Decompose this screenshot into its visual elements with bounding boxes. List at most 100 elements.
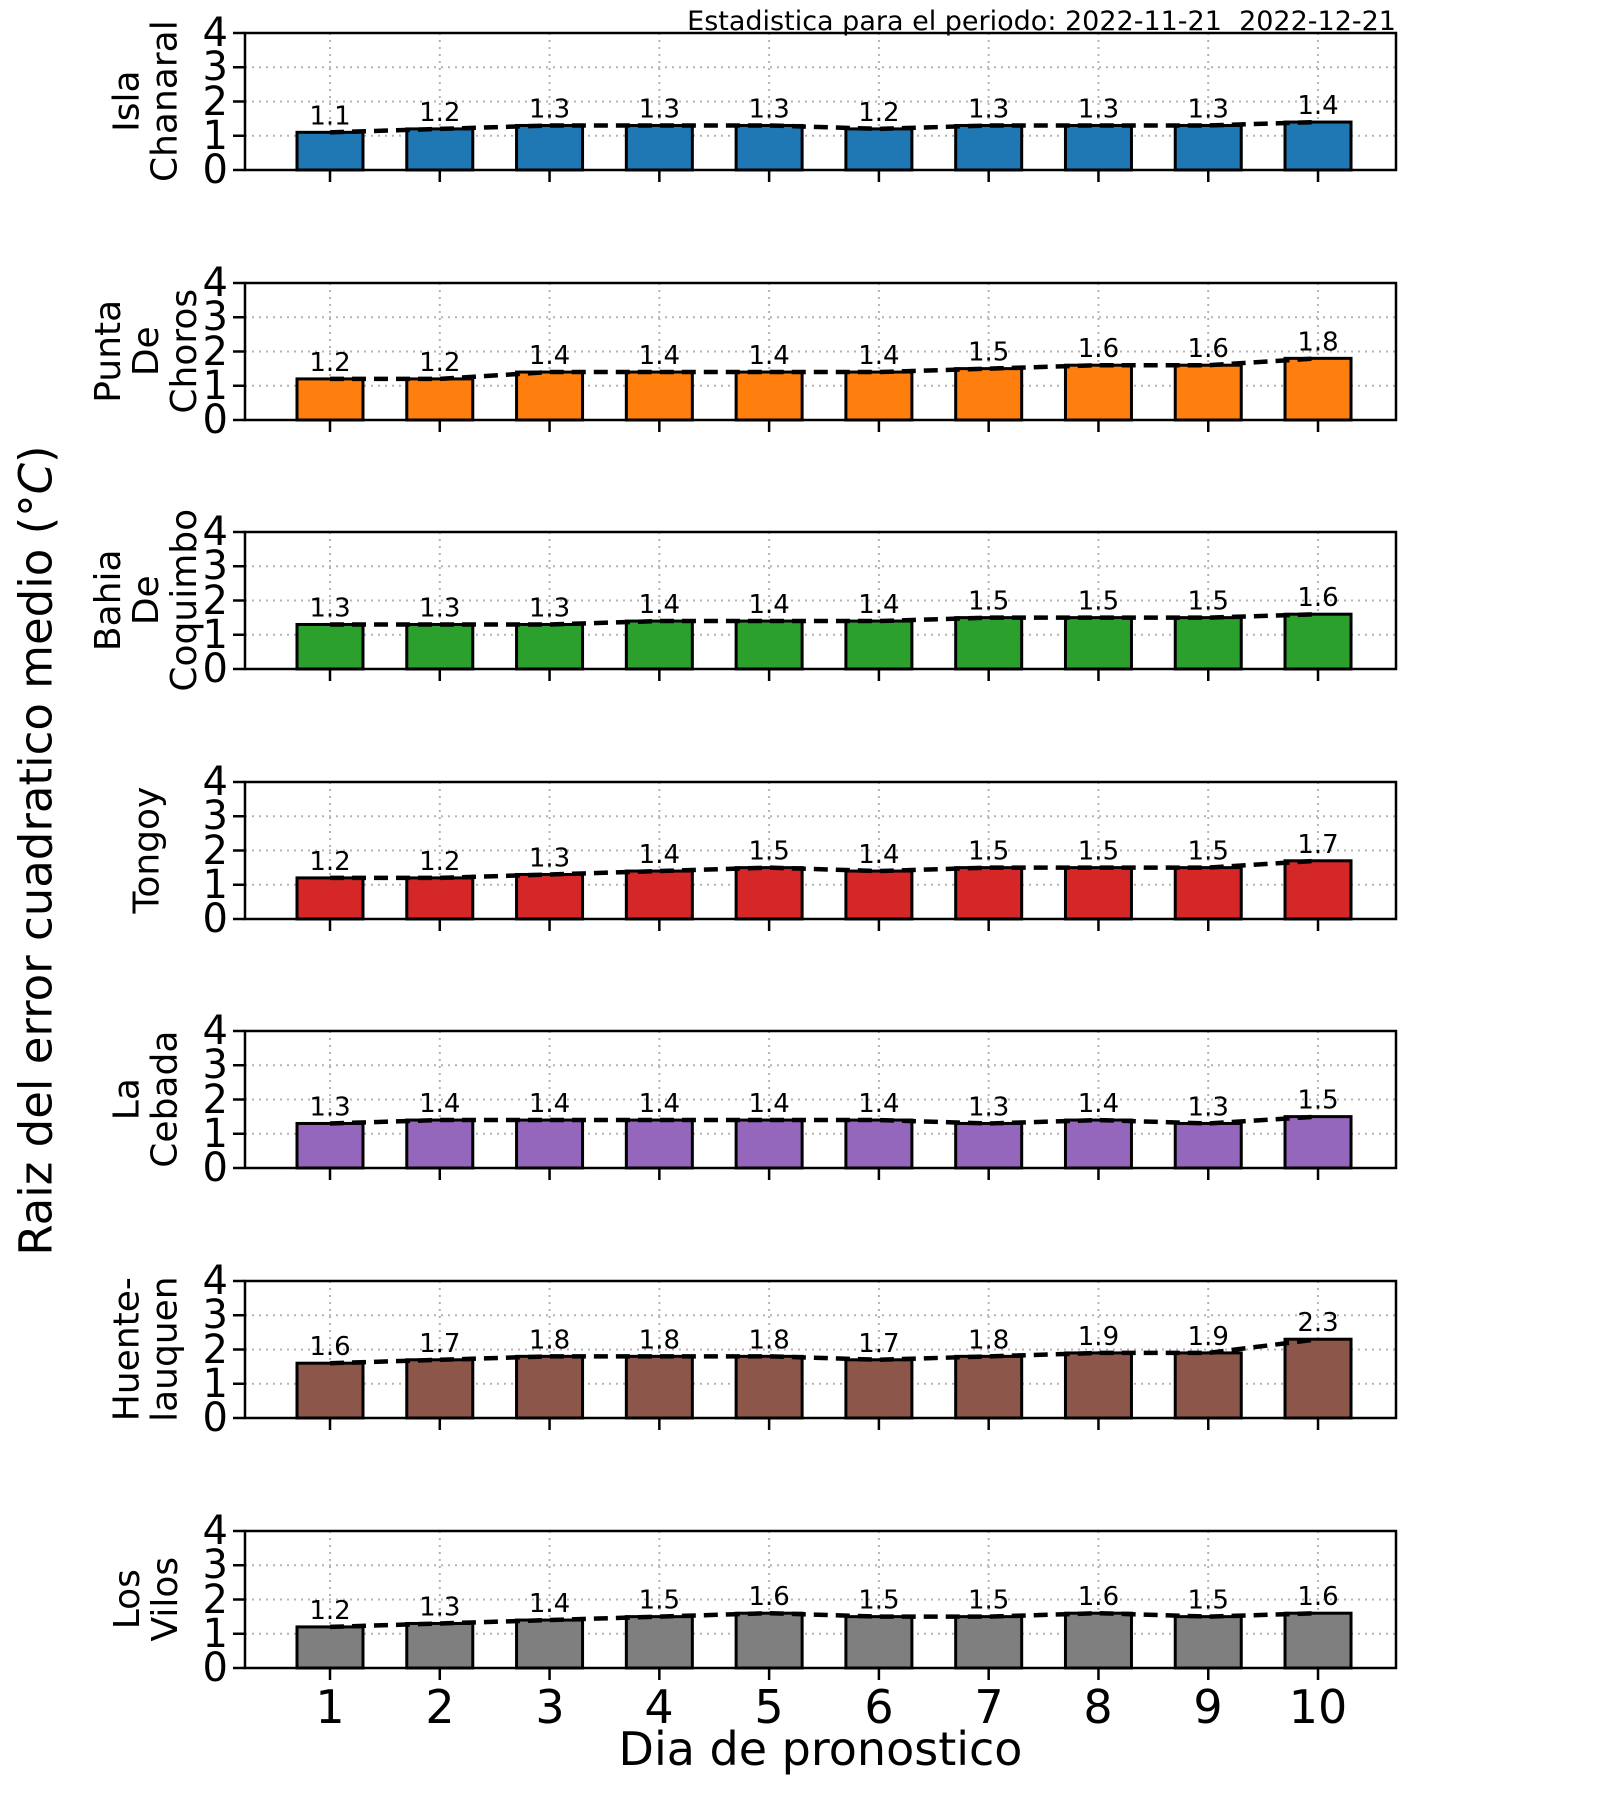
bar	[1173, 123, 1243, 172]
x-tick-label: 10	[1288, 1680, 1348, 1734]
bar	[734, 1118, 804, 1170]
axes-border	[243, 1529, 1398, 1670]
bar	[624, 869, 694, 921]
bar-value-label: 1.2	[309, 1596, 350, 1626]
bar	[954, 123, 1024, 172]
x-tick-label: 6	[864, 1680, 894, 1734]
bar-value-label: 1.2	[419, 98, 460, 128]
y-tick-label: 4	[202, 1508, 228, 1554]
bar	[734, 1354, 804, 1420]
bar-value-label: 1.8	[1297, 327, 1338, 357]
bar-value-label: 1.3	[1078, 94, 1119, 124]
axes-border	[243, 31, 1398, 172]
bar	[1283, 612, 1353, 671]
trend-dashed-line	[330, 611, 1319, 627]
bar	[1173, 1351, 1243, 1420]
bar	[954, 1121, 1024, 1170]
bar	[295, 130, 365, 172]
bar-value-label: 1.2	[309, 348, 350, 378]
bar-value-label: 1.7	[1297, 830, 1338, 860]
bar	[734, 619, 804, 671]
bar	[844, 1118, 914, 1170]
bar-value-label: 1.6	[748, 1582, 789, 1612]
bar	[515, 123, 585, 172]
bar-value-label: 1.5	[968, 338, 1009, 368]
y-tick-label: 4	[202, 260, 228, 306]
bar	[734, 123, 804, 172]
bar	[405, 377, 475, 422]
bar	[624, 619, 694, 671]
bar-value-label: 1.4	[639, 341, 680, 371]
bar-value-label: 1.7	[858, 1329, 899, 1359]
bar-value-label: 1.5	[1297, 1086, 1338, 1116]
y-tick-label: 2	[202, 828, 228, 874]
bar	[1283, 120, 1353, 172]
bar	[624, 1118, 694, 1170]
bar	[734, 370, 804, 422]
y-tick-label: 4	[202, 10, 228, 56]
bar	[954, 367, 1024, 422]
y-tick-label: 0	[202, 1645, 228, 1691]
bar	[1283, 1337, 1353, 1420]
bar-value-label: 1.4	[1297, 91, 1338, 121]
y-tick-label: 4	[202, 1258, 228, 1304]
bar	[295, 876, 365, 921]
bar-value-label: 1.8	[639, 1325, 680, 1355]
bar-value-label: 1.4	[858, 1089, 899, 1119]
bar-value-label: 1.2	[419, 847, 460, 877]
bar-value-label: 1.3	[1188, 1092, 1229, 1122]
y-tick-label: 2	[202, 79, 228, 125]
bar	[405, 1621, 475, 1670]
subplot-punta-de-choros: 1.2 1.2 1.4 1.4 1.4 1.4 1.5 1.6 1.6 1.8	[233, 281, 1398, 432]
bar	[515, 370, 585, 422]
y-tick-label: 4	[202, 509, 228, 555]
bar	[954, 1354, 1024, 1420]
y-tick-label: 3	[202, 543, 228, 589]
bar	[624, 1615, 694, 1670]
bar-value-label: 1.6	[1297, 583, 1338, 613]
bar-value-label: 1.6	[1078, 1582, 1119, 1612]
y-tick-label: 1	[202, 1611, 228, 1657]
bar	[405, 622, 475, 671]
bar-value-label: 1.3	[419, 593, 460, 623]
y-axis-label: Raiz del error cuadratico medio (°C)	[9, 445, 63, 1256]
bar-value-label: 1.4	[639, 1089, 680, 1119]
subplot-los-vilos: 1.2 1.3 1.4 1.5 1.6 1.5 1.5 1.6 1.5 1.6	[233, 1529, 1398, 1680]
y-tick-label: 0	[202, 1395, 228, 1441]
bar	[405, 127, 475, 172]
bar	[1063, 866, 1133, 921]
bar-value-label: 1.7	[419, 1329, 460, 1359]
bar	[1173, 866, 1243, 921]
bar-value-label: 1.9	[1078, 1322, 1119, 1352]
y-tick-label: 3	[202, 1292, 228, 1338]
y-tick-label: 1	[202, 363, 228, 409]
trend-dashed-line	[329, 119, 1319, 135]
bar-value-label: 1.5	[1078, 587, 1119, 617]
bar-value-label: 1.3	[968, 94, 1009, 124]
y-tick-label: 1	[202, 1111, 228, 1157]
bar-value-label: 1.3	[529, 843, 570, 873]
bar-value-label: 1.6	[1078, 334, 1119, 364]
y-tick-label: 1	[202, 1361, 228, 1407]
trend-dashed-line	[329, 1114, 1319, 1126]
bar	[1063, 1611, 1133, 1670]
trend-dashed-line	[330, 356, 1319, 382]
bar-value-label: 1.4	[748, 590, 789, 620]
bar-value-label: 1.8	[529, 1325, 570, 1355]
bar-value-label: 1.5	[1188, 587, 1229, 617]
bar-value-label: 1.5	[1188, 1586, 1229, 1616]
bar-value-label: 1.5	[968, 837, 1009, 867]
y-tick-label: 2	[202, 578, 228, 624]
y-tick-label: 2	[202, 1577, 228, 1623]
y-tick-label: 3	[202, 44, 228, 90]
bar	[405, 1358, 475, 1420]
bar	[844, 370, 914, 422]
bar	[954, 1615, 1024, 1670]
trend-dashed-line	[330, 858, 1319, 881]
bar-value-label: 1.2	[419, 348, 460, 378]
y-tick-label: 3	[202, 1042, 228, 1088]
y-tick-label: 0	[202, 646, 228, 692]
bar	[1063, 123, 1133, 172]
bar-value-label: 1.6	[309, 1332, 350, 1362]
